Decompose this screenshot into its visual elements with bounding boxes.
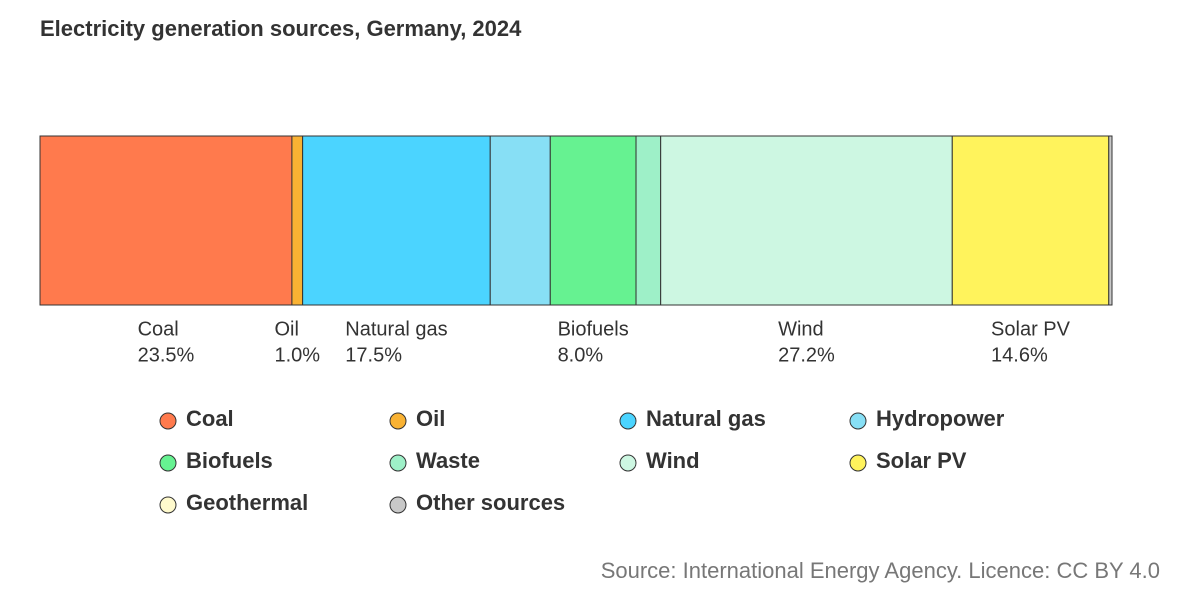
bar-segment bbox=[549, 135, 637, 306]
legend-label: Oil bbox=[416, 406, 445, 431]
legend-swatch bbox=[389, 412, 407, 430]
bar-segment bbox=[1108, 135, 1113, 306]
legend-label: Geothermal bbox=[186, 490, 308, 515]
legend-swatch bbox=[619, 454, 637, 472]
value-label: 8.0% bbox=[558, 344, 604, 366]
legend-label: Other sources bbox=[416, 490, 565, 515]
legend-swatch bbox=[159, 496, 177, 514]
bar-segment bbox=[39, 135, 293, 306]
segment-name: Natural gas bbox=[345, 318, 447, 340]
value-label: 23.5% bbox=[138, 344, 195, 366]
chart-title: Electricity generation sources, Germany,… bbox=[40, 16, 522, 41]
legend-swatch bbox=[389, 496, 407, 514]
segment-name: Biofuels bbox=[558, 318, 629, 340]
legend-label: Solar PV bbox=[876, 448, 967, 473]
bar-segment bbox=[660, 135, 953, 306]
bar-segment bbox=[951, 135, 1110, 306]
segment-name: Coal bbox=[138, 318, 179, 340]
legend-label: Coal bbox=[186, 406, 234, 431]
legend-label: Waste bbox=[416, 448, 480, 473]
legend-label: Natural gas bbox=[646, 406, 766, 431]
value-label: 14.6% bbox=[991, 344, 1048, 366]
bar-segment bbox=[302, 135, 491, 306]
value-label: 17.5% bbox=[345, 344, 402, 366]
value-label: 27.2% bbox=[778, 344, 835, 366]
legend-label: Biofuels bbox=[186, 448, 273, 473]
legend-label: Wind bbox=[646, 448, 700, 473]
segment-name: Oil bbox=[274, 318, 298, 340]
bar-segment bbox=[489, 135, 551, 306]
legend-swatch bbox=[849, 454, 867, 472]
legend-swatch bbox=[619, 412, 637, 430]
legend-swatch bbox=[389, 454, 407, 472]
segment-name: Solar PV bbox=[991, 318, 1071, 340]
legend-swatch bbox=[159, 454, 177, 472]
value-label: 1.0% bbox=[274, 344, 320, 366]
bar-segment bbox=[291, 135, 304, 306]
legend-swatch bbox=[159, 412, 177, 430]
legend-label: Hydropower bbox=[876, 406, 1005, 431]
bar-segment bbox=[635, 135, 662, 306]
source: Source: International Energy Agency. Lic… bbox=[601, 558, 1160, 583]
segment-name: Wind bbox=[778, 318, 824, 340]
legend-swatch bbox=[849, 412, 867, 430]
